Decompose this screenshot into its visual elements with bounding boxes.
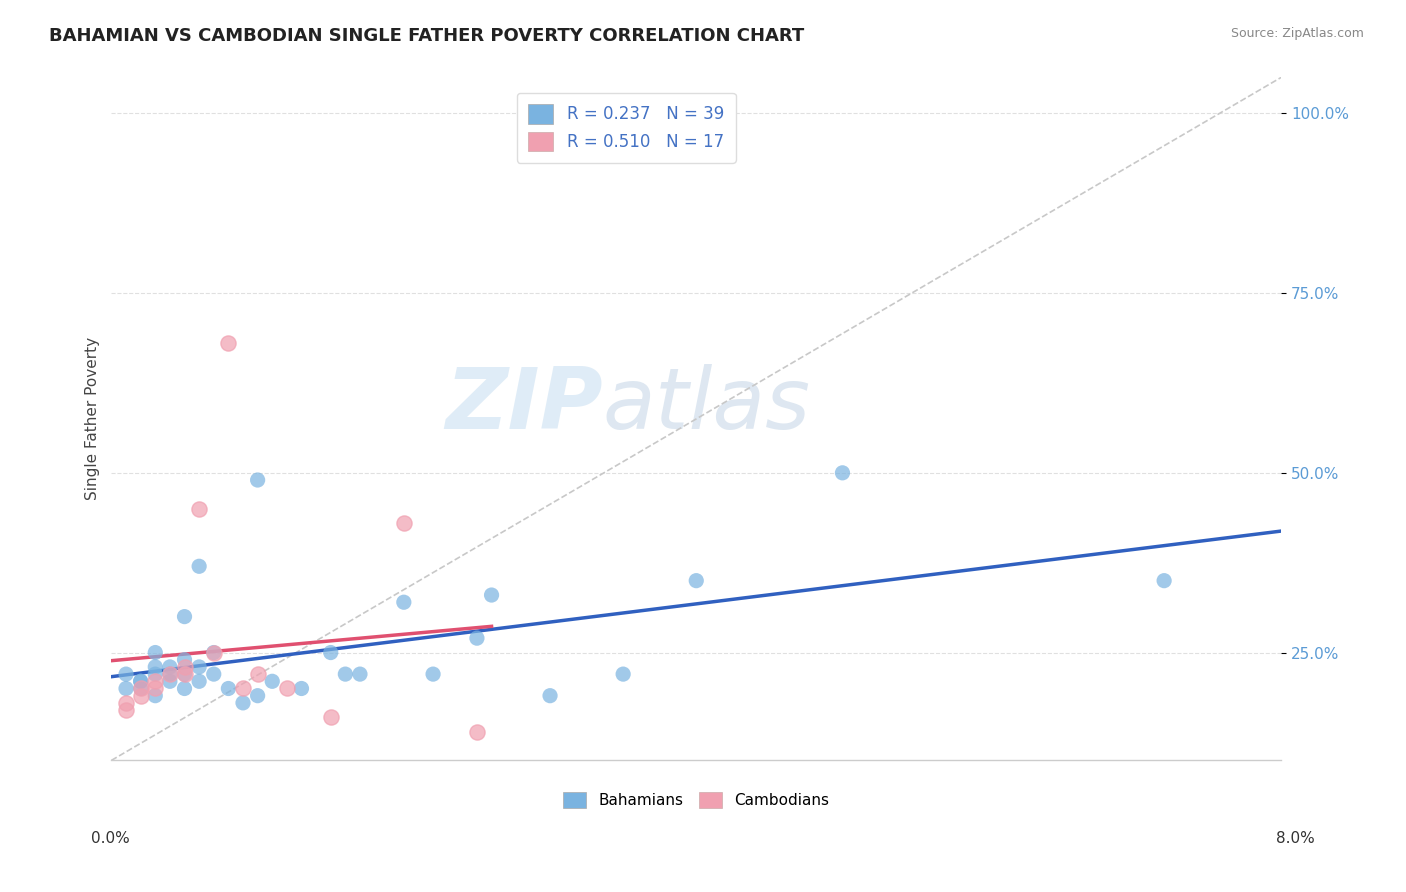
Point [188,660,211,674]
Point [188,501,211,516]
Point [159,667,181,681]
Point [538,689,561,703]
Point [276,681,298,696]
Point [173,667,195,681]
Point [159,660,181,674]
Point [143,674,166,689]
Point [202,667,225,681]
Point [129,681,152,696]
Point [335,667,357,681]
Point [481,588,503,602]
Point [173,609,195,624]
Point [217,681,239,696]
Point [115,667,138,681]
Point [115,703,138,717]
Point [159,667,181,681]
Legend: Bahamians, Cambodians: Bahamians, Cambodians [557,786,835,814]
Point [115,681,138,696]
Point [173,681,195,696]
Point [831,466,853,480]
Point [188,674,211,689]
Point [188,559,211,574]
Point [129,689,152,703]
Text: ZIP: ZIP [446,364,603,447]
Point [262,674,284,689]
Point [202,646,225,660]
Point [319,646,342,660]
Point [129,681,152,696]
Point [143,689,166,703]
Point [246,689,269,703]
Point [465,631,488,645]
Point [319,710,342,724]
Point [159,674,181,689]
Point [143,667,166,681]
Point [143,660,166,674]
Text: 0.0%: 0.0% [91,831,131,846]
Point [143,681,166,696]
Point [129,674,152,689]
Point [246,473,269,487]
Point [1153,574,1175,588]
Point [173,667,195,681]
Point [232,681,254,696]
Point [422,667,444,681]
Point [612,667,634,681]
Point [349,667,371,681]
Point [115,696,138,710]
Text: BAHAMIAN VS CAMBODIAN SINGLE FATHER POVERTY CORRELATION CHART: BAHAMIAN VS CAMBODIAN SINGLE FATHER POVE… [49,27,804,45]
Point [392,595,415,609]
Point [290,681,312,696]
Point [173,660,195,674]
Point [685,574,707,588]
Point [246,667,269,681]
Text: Source: ZipAtlas.com: Source: ZipAtlas.com [1230,27,1364,40]
Point [392,516,415,530]
Text: atlas: atlas [603,364,811,447]
Text: 8.0%: 8.0% [1275,831,1315,846]
Point [217,336,239,351]
Y-axis label: Single Father Poverty: Single Father Poverty [86,337,100,500]
Point [129,674,152,689]
Point [143,646,166,660]
Point [232,696,254,710]
Point [173,653,195,667]
Point [465,724,488,739]
Point [202,646,225,660]
